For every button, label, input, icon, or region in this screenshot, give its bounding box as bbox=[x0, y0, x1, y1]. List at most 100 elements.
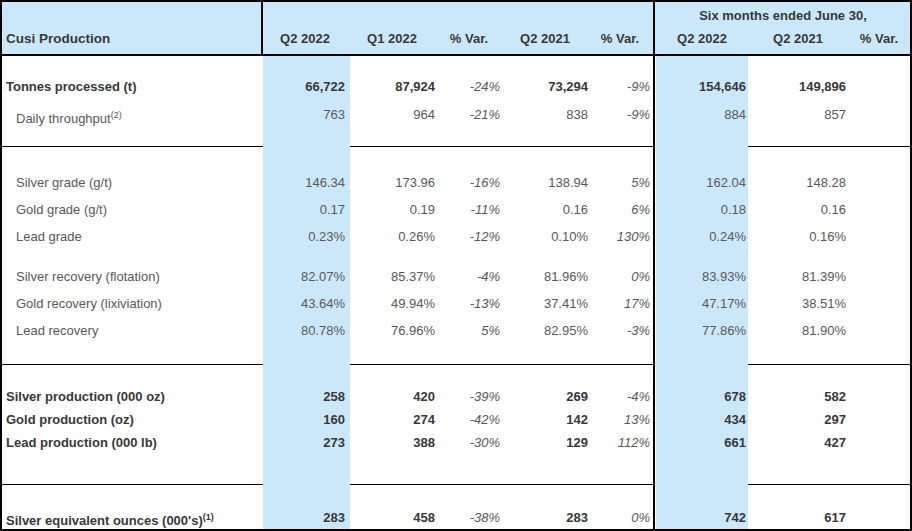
cell-six-mo-q2-2021: 81.90% bbox=[758, 317, 846, 344]
column-header-six-mo-pct-var: % Var. bbox=[848, 26, 910, 52]
cell-pct-var-vs-q2-2021: -9% bbox=[590, 101, 650, 129]
column-header-pct-var-2: % Var. bbox=[588, 26, 652, 52]
production-table: Cusi Production Six months ended June 30… bbox=[0, 0, 912, 531]
divider-line bbox=[2, 146, 263, 147]
cell-q2-2021: 838 bbox=[503, 101, 588, 129]
cell-six-mo-q2-2021: 38.51% bbox=[758, 290, 846, 317]
cell-q1-2022: 388 bbox=[352, 431, 435, 454]
column-header-six-mo-q2-2021: Q2 2021 bbox=[748, 26, 848, 52]
table-row: Silver recovery (flotation)82.07%85.37%-… bbox=[2, 263, 910, 290]
row-label: Lead recovery bbox=[16, 317, 98, 344]
divider-line bbox=[2, 364, 263, 365]
table-row: Silver equivalent ounces (000's)(1)28345… bbox=[2, 506, 910, 529]
cell-q2-2022: 160 bbox=[261, 408, 345, 431]
cell-pct-var-vs-q2-2021: 112% bbox=[590, 431, 650, 454]
table-row: Lead grade0.23%0.26%-12%0.10%130%0.24%0.… bbox=[2, 223, 910, 250]
cell-pct-var-vs-q1: 5% bbox=[438, 317, 500, 344]
cell-six-mo-q2-2022: 678 bbox=[658, 385, 746, 408]
row-label: Tonnes processed (t) bbox=[6, 73, 137, 101]
six-months-vertical-divider bbox=[653, 2, 655, 529]
cell-pct-var-vs-q1: -42% bbox=[438, 408, 500, 431]
cell-six-mo-q2-2022: 434 bbox=[658, 408, 746, 431]
header-vertical-divider bbox=[261, 2, 263, 56]
cell-pct-var-vs-q1: -13% bbox=[438, 290, 500, 317]
cell-q1-2022: 76.96% bbox=[352, 317, 435, 344]
cell-q1-2022: 274 bbox=[352, 408, 435, 431]
cell-q2-2021: 81.96% bbox=[503, 263, 588, 290]
table-row: Silver grade (g/t)146.34173.96-16%138.94… bbox=[2, 169, 910, 196]
footnote-marker: (1) bbox=[203, 512, 214, 522]
cell-q2-2022: 258 bbox=[261, 385, 345, 408]
row-label: Silver grade (g/t) bbox=[16, 169, 112, 196]
cell-pct-var-vs-q2-2021: 13% bbox=[590, 408, 650, 431]
cell-six-mo-q2-2021: 582 bbox=[758, 385, 846, 408]
cell-pct-var-vs-q1: -30% bbox=[438, 431, 500, 454]
column-header-q1-2022: Q1 2022 bbox=[348, 26, 436, 52]
cell-six-mo-q2-2021: 148.28 bbox=[758, 169, 846, 196]
cell-pct-var-vs-q1: -11% bbox=[438, 196, 500, 223]
cell-pct-var-vs-q2-2021: 0% bbox=[590, 263, 650, 290]
divider-line bbox=[748, 364, 910, 365]
cell-q1-2022: 85.37% bbox=[352, 263, 435, 290]
row-label: Gold recovery (lixiviation) bbox=[16, 290, 162, 317]
cell-six-mo-q2-2022: 47.17% bbox=[658, 290, 746, 317]
cell-q2-2022: 82.07% bbox=[261, 263, 345, 290]
cell-q2-2021: 269 bbox=[503, 385, 588, 408]
cell-six-mo-q2-2021: 0.16 bbox=[758, 196, 846, 223]
table-row: Gold production (oz)160274-42%14213%4342… bbox=[2, 408, 910, 431]
cell-q2-2021: 73,294 bbox=[503, 73, 588, 101]
cell-pct-var-vs-q1: -16% bbox=[438, 169, 500, 196]
cell-pct-var-vs-q1: -21% bbox=[438, 101, 500, 129]
cell-six-mo-q2-2022: 154,646 bbox=[658, 73, 746, 101]
divider-line bbox=[2, 484, 263, 485]
cell-six-mo-q2-2022: 162.04 bbox=[658, 169, 746, 196]
cell-six-mo-q2-2022: 884 bbox=[658, 101, 746, 129]
cell-q2-2021: 0.16 bbox=[503, 196, 588, 223]
cell-six-mo-q2-2022: 0.24% bbox=[658, 223, 746, 250]
cell-pct-var-vs-q2-2021: 5% bbox=[590, 169, 650, 196]
divider-line bbox=[748, 146, 910, 147]
row-label: Gold production (oz) bbox=[6, 408, 134, 431]
six-months-group-header: Six months ended June 30, bbox=[654, 5, 912, 26]
cell-pct-var-vs-q2-2021: -4% bbox=[590, 385, 650, 408]
cell-six-mo-q2-2022: 83.93% bbox=[658, 263, 746, 290]
cell-six-mo-q2-2021: 297 bbox=[758, 408, 846, 431]
cell-q2-2021: 138.94 bbox=[503, 169, 588, 196]
cell-q2-2022: 763 bbox=[261, 101, 345, 129]
cell-q2-2022: 0.17 bbox=[261, 196, 345, 223]
cell-six-mo-q2-2021: 149,896 bbox=[758, 73, 846, 101]
cell-pct-var-vs-q1: -39% bbox=[438, 385, 500, 408]
cell-q2-2022: 43.64% bbox=[261, 290, 345, 317]
cell-six-mo-q2-2022: 0.18 bbox=[658, 196, 746, 223]
cell-q2-2022: 283 bbox=[261, 506, 345, 529]
cell-six-mo-q2-2022: 77.86% bbox=[658, 317, 746, 344]
table-row: Gold grade (g/t)0.170.19-11%0.166%0.180.… bbox=[2, 196, 910, 223]
column-header-q2-2022: Q2 2022 bbox=[261, 26, 349, 52]
row-label: Gold grade (g/t) bbox=[16, 196, 107, 223]
cell-q2-2022: 0.23% bbox=[261, 223, 345, 250]
footnote-marker: (2) bbox=[111, 110, 122, 120]
cell-q1-2022: 87,924 bbox=[352, 73, 435, 101]
cell-six-mo-q2-2022: 661 bbox=[658, 431, 746, 454]
row-label: Silver recovery (flotation) bbox=[16, 263, 160, 290]
table-header: Cusi Production Six months ended June 30… bbox=[2, 2, 910, 56]
cell-pct-var-vs-q2-2021: 130% bbox=[590, 223, 650, 250]
cell-pct-var-vs-q1: -38% bbox=[438, 506, 500, 529]
cell-q1-2022: 0.26% bbox=[352, 223, 435, 250]
cell-q2-2021: 129 bbox=[503, 431, 588, 454]
cell-q2-2021: 37.41% bbox=[503, 290, 588, 317]
table-row: Daily throughput(2)763964-21%838-9%88485… bbox=[2, 101, 910, 129]
cell-q2-2022: 66,722 bbox=[261, 73, 345, 101]
column-header-six-mo-q2-2022: Q2 2022 bbox=[656, 26, 748, 52]
cell-q1-2022: 173.96 bbox=[352, 169, 435, 196]
section-throughput: Tonnes processed (t) 66,72287,924-24%73,2… bbox=[2, 56, 910, 129]
cell-q1-2022: 458 bbox=[352, 506, 435, 529]
row-label: Daily throughput(2) bbox=[16, 101, 122, 133]
divider-line bbox=[350, 484, 653, 485]
cell-q1-2022: 964 bbox=[352, 101, 435, 129]
page-title: Cusi Production bbox=[6, 26, 110, 52]
cell-six-mo-q2-2021: 617 bbox=[758, 506, 846, 529]
cell-q1-2022: 0.19 bbox=[352, 196, 435, 223]
cell-q2-2021: 283 bbox=[503, 506, 588, 529]
cell-pct-var-vs-q1: -24% bbox=[438, 73, 500, 101]
